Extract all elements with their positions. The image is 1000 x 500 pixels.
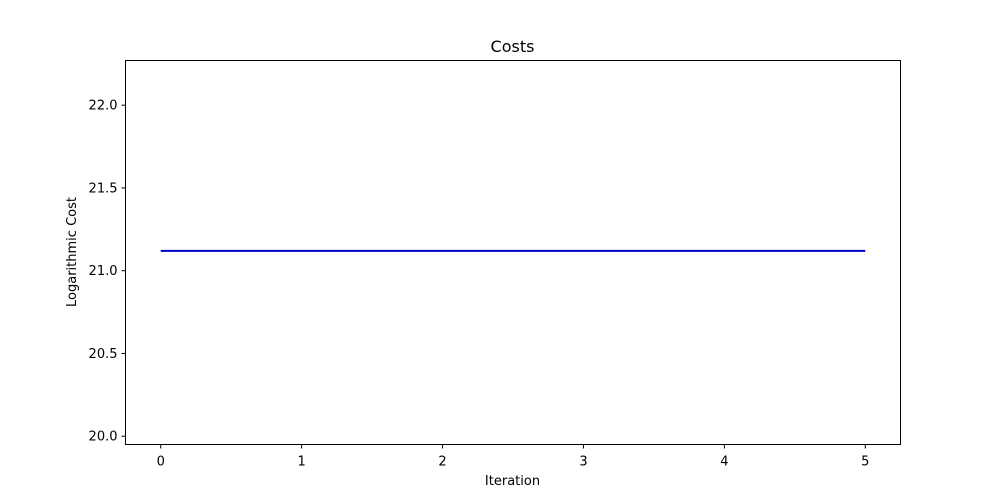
x-axis-ticks: 0 1 2 3 4 5 [157, 444, 869, 470]
y-tick-label: 20.5 [89, 347, 118, 362]
chart-title: Costs [491, 37, 535, 56]
x-axis-label: Iteration [485, 474, 540, 489]
y-tick-label: 22.0 [89, 99, 118, 114]
x-tick-label: 3 [579, 455, 587, 470]
plot-frame [125, 60, 901, 445]
x-tick-label: 0 [157, 455, 165, 470]
x-tick-label: 1 [297, 455, 305, 470]
y-axis-label: Logarithmic Cost [65, 197, 80, 307]
y-tick-label: 20.0 [89, 430, 118, 445]
y-tick-label: 21.5 [89, 181, 118, 196]
x-tick-label: 2 [438, 455, 446, 470]
y-axis-ticks: 20.0 20.5 21.0 21.5 22.0 [89, 99, 126, 445]
x-tick-label: 5 [861, 455, 869, 470]
y-tick-label: 21.0 [89, 264, 118, 279]
x-tick-label: 4 [720, 455, 728, 470]
